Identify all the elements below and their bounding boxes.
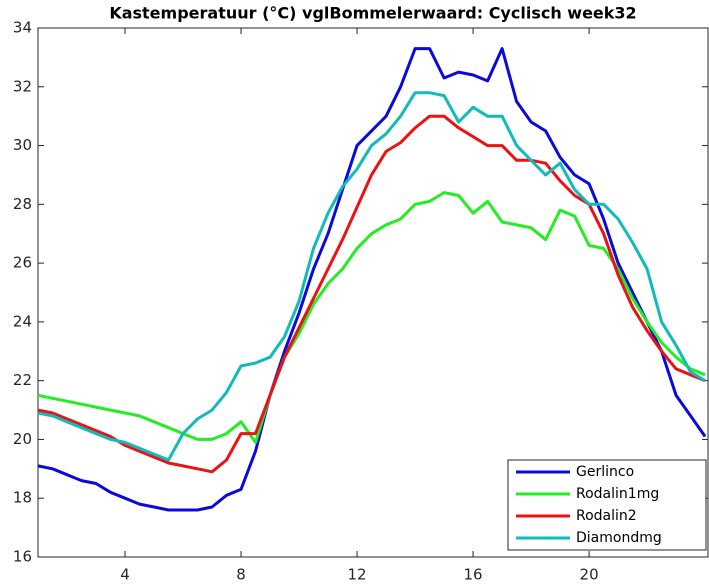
y-tick-label: 20 [13,430,32,448]
x-tick-label: 16 [464,566,483,584]
y-tick-label: 24 [13,312,32,330]
series-line [37,191,706,444]
y-tick-label: 32 [13,77,32,95]
x-tick-label: 8 [236,566,246,584]
y-tick-label: 22 [13,371,32,389]
legend-label: Diamondmg [576,530,662,546]
chart-title: Kastemperatuur (°C) vglBommelerwaard: Cy… [109,4,636,23]
x-tick-label: 4 [120,566,130,584]
y-tick-label: 34 [13,19,32,37]
y-tick-label: 30 [13,136,32,154]
x-tick-label: 20 [580,566,599,584]
y-tick-label: 16 [13,548,32,566]
series-line [37,47,707,512]
x-tick-label: 12 [348,566,367,584]
y-tick-label: 18 [13,489,32,507]
legend-label: Rodalin1mg [576,486,659,502]
series-line [37,114,706,474]
y-tick-label: 28 [13,195,32,213]
y-tick-label: 26 [13,254,32,272]
legend-box [507,459,707,551]
legend-label: Rodalin2 [576,508,637,524]
series-line [37,91,706,462]
legend-label: Gerlinco [576,464,634,480]
